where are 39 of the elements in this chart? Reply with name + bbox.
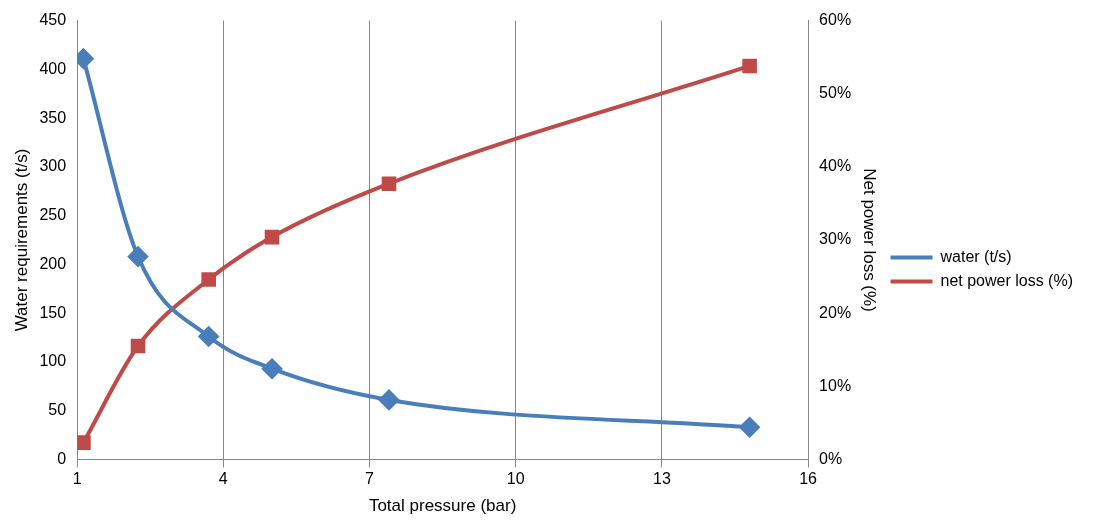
point — [128, 246, 149, 267]
y-tick-label: 300 — [39, 157, 67, 175]
point — [739, 417, 760, 438]
x-tick-label: 7 — [365, 470, 375, 488]
point — [264, 229, 280, 245]
point — [381, 176, 397, 191]
y-tick-label: 0 — [57, 449, 67, 467]
y-axis-title: Water requirements (t/s) — [11, 148, 31, 332]
y-tick-label: 100 — [39, 352, 67, 370]
y2-tick-label: 10% — [819, 376, 852, 394]
legend-label: water (t/s) — [939, 247, 1012, 265]
point — [198, 326, 219, 347]
y-tick-label: 450 — [39, 11, 67, 29]
y-tick-label: 200 — [39, 254, 67, 272]
x-tick-label: 10 — [506, 470, 525, 488]
point — [130, 338, 146, 354]
y2-tick-label: 50% — [819, 84, 852, 102]
y2-tick-label: 40% — [819, 157, 852, 175]
point — [262, 358, 283, 379]
y2-axis-title: Net power loss (%) — [859, 168, 879, 312]
x-tick-label: 4 — [218, 470, 228, 488]
point — [77, 435, 91, 450]
y-tick-label: 250 — [39, 206, 67, 224]
point — [742, 58, 757, 74]
y2-tick-label: 60% — [819, 11, 852, 29]
point — [378, 389, 399, 410]
y-tick-label: 400 — [39, 59, 67, 77]
y-tick-label: 150 — [39, 303, 67, 321]
x-tick-label: 16 — [799, 470, 818, 488]
x-tick-label: 13 — [652, 470, 671, 488]
y-tick-label: 350 — [39, 108, 67, 126]
y2-tick-label: 20% — [819, 303, 852, 321]
y-tick-label: 50 — [48, 401, 67, 419]
x-tick-label: 1 — [72, 470, 82, 488]
legend-label: net power loss (%) — [940, 271, 1074, 289]
y2-tick-label: 0% — [819, 449, 843, 467]
point — [201, 272, 216, 287]
y2-tick-label: 30% — [819, 230, 852, 248]
x-axis-title: Total pressure (bar) — [368, 496, 517, 516]
